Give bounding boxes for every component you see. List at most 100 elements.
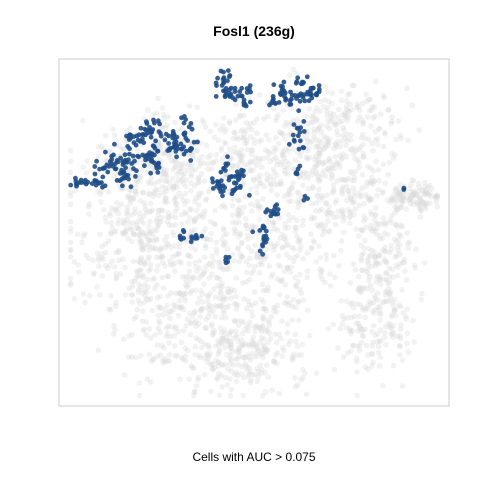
background-cell-point (362, 326, 368, 333)
background-cell-point (377, 251, 383, 258)
background-cell-point (294, 382, 301, 388)
background-cell-point (322, 83, 329, 90)
background-cell-point (356, 233, 362, 239)
background-cell-point (300, 217, 307, 224)
background-cell-point (311, 134, 317, 140)
background-cell-point (229, 203, 236, 209)
background-cell-point (287, 192, 294, 198)
background-cell-point (238, 254, 245, 261)
background-cell-point (230, 362, 237, 368)
background-cell-point (247, 319, 253, 326)
background-cell-point (411, 190, 418, 196)
background-cell-point (197, 354, 203, 361)
background-cell-point (186, 282, 192, 288)
background-cell-point (145, 256, 152, 263)
background-cell-point (134, 273, 141, 279)
background-cell-point (152, 285, 158, 292)
background-cell-point (283, 251, 290, 258)
background-cell-point (154, 295, 161, 301)
background-cell-point (318, 122, 324, 128)
background-cell-point (207, 261, 213, 268)
background-cell-point (157, 254, 164, 261)
background-cell-point (167, 261, 174, 268)
highlighted-cell-point (100, 166, 106, 171)
background-cell-point (367, 253, 374, 259)
background-cell-point (210, 160, 217, 166)
background-cell-point (337, 152, 344, 159)
background-cell-point (376, 252, 383, 259)
background-cell-point (113, 299, 119, 306)
background-cell-point (246, 302, 253, 308)
background-cell-point (385, 280, 391, 287)
background-cell-point (410, 191, 416, 198)
background-cell-point (194, 300, 201, 306)
background-cell-point (369, 328, 375, 335)
background-cell-point (248, 147, 255, 154)
background-cell-point (305, 186, 312, 192)
background-cell-point (158, 207, 165, 213)
background-cell-point (207, 128, 214, 135)
highlighted-cell-point (177, 235, 183, 241)
background-cell-point (239, 342, 246, 349)
background-cell-point (201, 208, 208, 214)
highlighted-cell-point (135, 153, 141, 159)
background-cell-point (189, 152, 196, 158)
background-cell-point (206, 260, 212, 267)
background-cell-point (253, 116, 260, 122)
background-cell-point (338, 88, 345, 95)
background-cell-point (313, 259, 320, 265)
background-cell-point (136, 210, 143, 216)
highlighted-cell-point (143, 132, 148, 138)
background-cell-point (388, 313, 395, 320)
background-cell-point (143, 296, 150, 302)
background-cell-point (115, 210, 122, 217)
background-cell-point (410, 317, 416, 324)
background-cell-point (373, 279, 380, 285)
background-cell-point (248, 158, 255, 164)
background-cell-point (218, 147, 225, 154)
background-cell-point (232, 228, 239, 234)
background-cell-point (263, 362, 270, 368)
background-cell-point (246, 354, 253, 360)
background-cell-point (245, 373, 251, 380)
background-cell-point (240, 112, 247, 119)
background-cell-point (96, 257, 102, 264)
background-cell-point (411, 188, 417, 195)
background-cell-point (265, 218, 272, 225)
background-cell-point (404, 230, 410, 236)
background-cell-point (126, 285, 132, 292)
background-cell-point (304, 307, 311, 314)
highlighted-cell-point (158, 133, 164, 139)
background-cell-point (394, 272, 401, 279)
background-cell-point (248, 308, 255, 315)
background-cell-point (164, 330, 171, 337)
background-cell-point (258, 258, 265, 265)
background-cell-point (345, 175, 352, 182)
background-cell-point (274, 276, 281, 282)
background-cell-point (179, 172, 186, 179)
background-cell-point (82, 299, 88, 306)
background-cell-point (178, 304, 184, 311)
background-cell-point (368, 107, 375, 113)
background-cell-point (127, 195, 133, 202)
background-cell-point (233, 293, 239, 300)
background-cell-point (248, 151, 255, 157)
background-cell-point (235, 322, 242, 329)
background-cell-point (224, 289, 231, 296)
background-cell-point (190, 274, 196, 280)
background-cell-point (341, 177, 348, 184)
background-cell-point (263, 308, 270, 314)
background-cell-point (274, 240, 281, 247)
background-cell-point (242, 216, 249, 222)
highlighted-cell-point (286, 141, 292, 147)
background-cell-point (353, 226, 360, 232)
background-cell-point (221, 139, 228, 146)
background-cell-point (374, 225, 380, 232)
background-cell-point (212, 221, 218, 228)
background-cell-point (117, 143, 123, 149)
background-cell-point (356, 313, 363, 320)
background-cell-point (224, 351, 230, 358)
background-cell-point (116, 217, 122, 223)
background-cell-point (331, 214, 337, 221)
background-cell-point (140, 189, 146, 196)
